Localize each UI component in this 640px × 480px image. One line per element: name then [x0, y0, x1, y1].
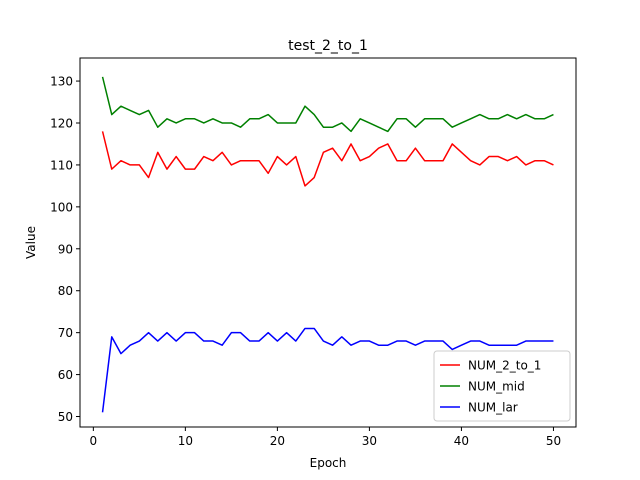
series-line-NUM_mid: [103, 77, 554, 132]
y-axis-ticks: 50 60 70 80 90 100 110 120 130: [50, 75, 80, 424]
x-axis-ticks: 0 10 20 30 40 50: [90, 427, 562, 448]
chart-title: test_2_to_1: [288, 38, 368, 54]
legend-label: NUM_mid: [468, 380, 525, 394]
y-tick-label: 130: [50, 75, 73, 89]
y-tick-label: 110: [50, 158, 73, 172]
x-tick-label: 0: [90, 434, 98, 448]
y-tick-label: 100: [50, 200, 73, 214]
y-tick-label: 60: [58, 368, 73, 382]
y-tick-label: 120: [50, 116, 73, 130]
y-tick-label: 80: [58, 284, 73, 298]
y-tick-label: 50: [58, 410, 73, 424]
y-tick-label: 70: [58, 326, 73, 340]
legend: NUM_2_to_1 NUM_mid NUM_lar: [434, 351, 570, 421]
legend-label: NUM_2_to_1: [468, 359, 541, 373]
x-tick-label: 50: [546, 434, 561, 448]
x-axis-label: Epoch: [310, 456, 347, 470]
y-tick-label: 90: [58, 242, 73, 256]
y-axis-label: Value: [24, 226, 38, 259]
x-tick-label: 30: [362, 434, 377, 448]
series-line-NUM_2_to_1: [103, 131, 554, 186]
legend-label: NUM_lar: [468, 401, 518, 415]
x-tick-label: 20: [270, 434, 285, 448]
x-tick-label: 40: [454, 434, 469, 448]
x-tick-label: 10: [178, 434, 193, 448]
